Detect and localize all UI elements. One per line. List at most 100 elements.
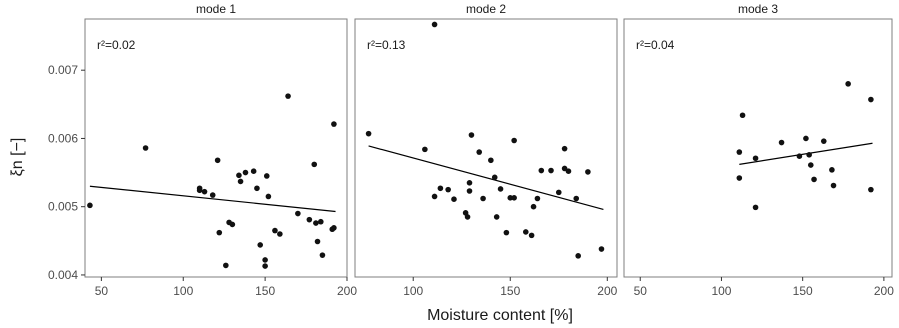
data-point xyxy=(739,112,746,119)
data-point xyxy=(491,174,498,181)
panels-layer: mode 1 r²=0.02 50 100 150 200 mode 2 r²=0.13 100… xyxy=(84,2,894,298)
y-tick-label: 0.004 xyxy=(48,268,78,282)
x-tick-label: 50 xyxy=(634,284,648,298)
data-point xyxy=(468,132,475,138)
data-point xyxy=(555,189,562,196)
x-tick-label: 200 xyxy=(874,284,894,298)
data-point xyxy=(598,246,605,252)
x-tick-label: 100 xyxy=(403,284,423,298)
data-point xyxy=(752,204,759,211)
data-point xyxy=(868,96,874,103)
data-point xyxy=(565,168,572,175)
trend-line xyxy=(89,185,336,213)
data-point xyxy=(497,186,504,192)
data-point xyxy=(507,195,514,201)
data-point xyxy=(820,138,827,144)
y-tick-label: 0.007 xyxy=(48,63,78,77)
data-point xyxy=(476,149,483,155)
panel-frame xyxy=(354,18,618,278)
data-point xyxy=(530,203,537,210)
data-point xyxy=(237,178,244,185)
data-point xyxy=(319,252,326,258)
data-point xyxy=(561,145,568,152)
trend-line xyxy=(739,142,873,165)
y-tick-label: 0.005 xyxy=(48,200,78,214)
data-point xyxy=(845,81,851,87)
data-point xyxy=(736,149,743,155)
data-point xyxy=(830,182,837,189)
data-point xyxy=(313,220,319,226)
data-point xyxy=(223,262,229,269)
r-squared-label: r²=0.13 xyxy=(367,38,406,52)
data-point xyxy=(466,188,473,194)
data-point xyxy=(196,187,203,194)
data-point xyxy=(796,153,803,159)
data-point xyxy=(451,196,457,202)
data-point xyxy=(431,21,438,28)
panel-3: mode 3 r²=0.04 50 100 150 200 xyxy=(623,2,894,298)
data-point xyxy=(87,202,93,209)
x-tick-label: 100 xyxy=(173,284,193,298)
data-point xyxy=(503,229,510,236)
data-point xyxy=(575,253,581,259)
data-point xyxy=(311,161,318,168)
data-point xyxy=(803,135,809,142)
data-point xyxy=(445,186,451,193)
data-point xyxy=(466,180,473,186)
data-point xyxy=(464,214,471,220)
panel-frame xyxy=(623,18,893,278)
y-axis-title: ξn [−] xyxy=(9,138,26,177)
data-point xyxy=(365,130,372,137)
data-point xyxy=(318,218,324,225)
r-squared-label: r²=0.04 xyxy=(636,38,675,52)
y-tick-label: 0.006 xyxy=(48,131,78,145)
data-point xyxy=(829,167,835,173)
trend-line xyxy=(368,145,604,211)
data-point xyxy=(277,231,283,237)
data-point xyxy=(214,157,221,164)
x-tick-label: 150 xyxy=(255,284,275,298)
data-point xyxy=(216,229,223,236)
data-point xyxy=(806,152,812,158)
x-tick-label: 200 xyxy=(337,284,357,298)
panel-title: mode 3 xyxy=(738,2,778,16)
data-point xyxy=(201,188,208,195)
data-point xyxy=(236,172,242,179)
data-point xyxy=(511,195,517,201)
data-point xyxy=(534,195,541,202)
data-point xyxy=(422,146,428,153)
panel-1: mode 1 r²=0.02 50 100 150 200 xyxy=(84,2,357,298)
data-point xyxy=(548,167,554,174)
data-point xyxy=(437,185,444,192)
data-point xyxy=(488,157,494,164)
data-point xyxy=(511,137,517,144)
data-point xyxy=(778,139,785,146)
data-point xyxy=(263,173,270,179)
x-tick-label: 150 xyxy=(500,284,520,298)
x-tick-label: 150 xyxy=(793,284,813,298)
data-point xyxy=(522,229,529,235)
data-point xyxy=(493,214,500,220)
data-point xyxy=(331,121,337,127)
data-point xyxy=(585,169,591,175)
data-point xyxy=(752,155,759,162)
data-point xyxy=(331,225,337,231)
data-point xyxy=(254,185,260,192)
data-point xyxy=(811,176,817,183)
data-point xyxy=(480,195,486,202)
data-point xyxy=(807,162,814,168)
x-tick-label: 200 xyxy=(597,284,617,298)
data-point xyxy=(314,238,321,245)
data-point xyxy=(262,263,268,269)
data-point xyxy=(431,193,438,200)
panel-frame xyxy=(84,18,348,278)
data-point xyxy=(265,193,272,200)
data-point xyxy=(142,145,149,151)
x-axis-title: Moisture content [%] xyxy=(427,307,573,324)
data-point xyxy=(272,227,278,234)
data-point xyxy=(257,242,264,248)
data-point xyxy=(306,216,313,223)
data-point xyxy=(250,168,257,175)
data-point xyxy=(209,192,216,198)
